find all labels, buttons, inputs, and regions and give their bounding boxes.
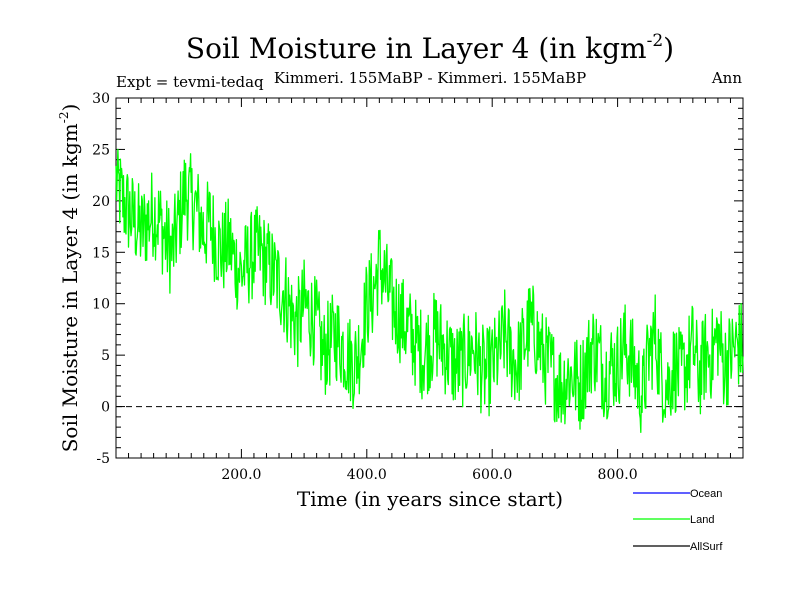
plot-frame bbox=[115, 97, 744, 459]
y-tick-label: 5 bbox=[101, 348, 110, 364]
x-tick-label: 600.0 bbox=[472, 467, 512, 483]
series-line-land bbox=[115, 148, 744, 434]
x-tick-label: 800.0 bbox=[598, 467, 638, 483]
subtitle-center: Kimmeri. 155MaBP - Kimmeri. 155MaBP bbox=[274, 69, 586, 87]
x-tick-label: 200.0 bbox=[221, 467, 261, 483]
x-axis-label: Time (in years since start) bbox=[297, 487, 563, 511]
y-tick-label: 25 bbox=[92, 142, 110, 158]
y-tick-label: -5 bbox=[96, 451, 110, 467]
chart-title: Soil Moisture in Layer 4 (in kgm-2) bbox=[186, 31, 674, 65]
y-axis-label-end: ) bbox=[58, 104, 82, 112]
y-axis-ticks: -5 0 5 10 15 20 25 30 bbox=[92, 91, 743, 467]
legend-label-land: Land bbox=[690, 514, 714, 526]
y-axis-label-main: Soil Moisture in Layer 4 (in kgm bbox=[58, 123, 82, 452]
y-tick-label: 15 bbox=[92, 245, 110, 261]
y-tick-label: 20 bbox=[92, 194, 110, 210]
y-axis-label-sup: -2 bbox=[57, 112, 71, 124]
chart-title-sup: -2 bbox=[647, 31, 664, 51]
chart-title-end: ) bbox=[663, 32, 674, 65]
chart-title-main: Soil Moisture in Layer 4 (in kgm bbox=[186, 32, 647, 65]
subtitle-left: Expt = tevmi-tedaq bbox=[116, 73, 264, 91]
series-group bbox=[115, 148, 744, 434]
legend: Ocean Land AllSurf bbox=[633, 488, 723, 553]
x-axis-ticks: 200.0 400.0 600.0 800.0 bbox=[128, 98, 731, 483]
x-tick-label: 400.0 bbox=[347, 467, 387, 483]
legend-label-ocean: Ocean bbox=[690, 488, 722, 500]
subtitle-right: Ann bbox=[711, 69, 742, 87]
y-tick-label: 30 bbox=[92, 91, 110, 107]
y-tick-label: 0 bbox=[101, 400, 110, 416]
legend-label-allsurf: AllSurf bbox=[690, 541, 723, 553]
y-tick-label: 10 bbox=[92, 297, 110, 313]
y-axis-label: Soil Moisture in Layer 4 (in kgm-2) bbox=[57, 104, 82, 453]
